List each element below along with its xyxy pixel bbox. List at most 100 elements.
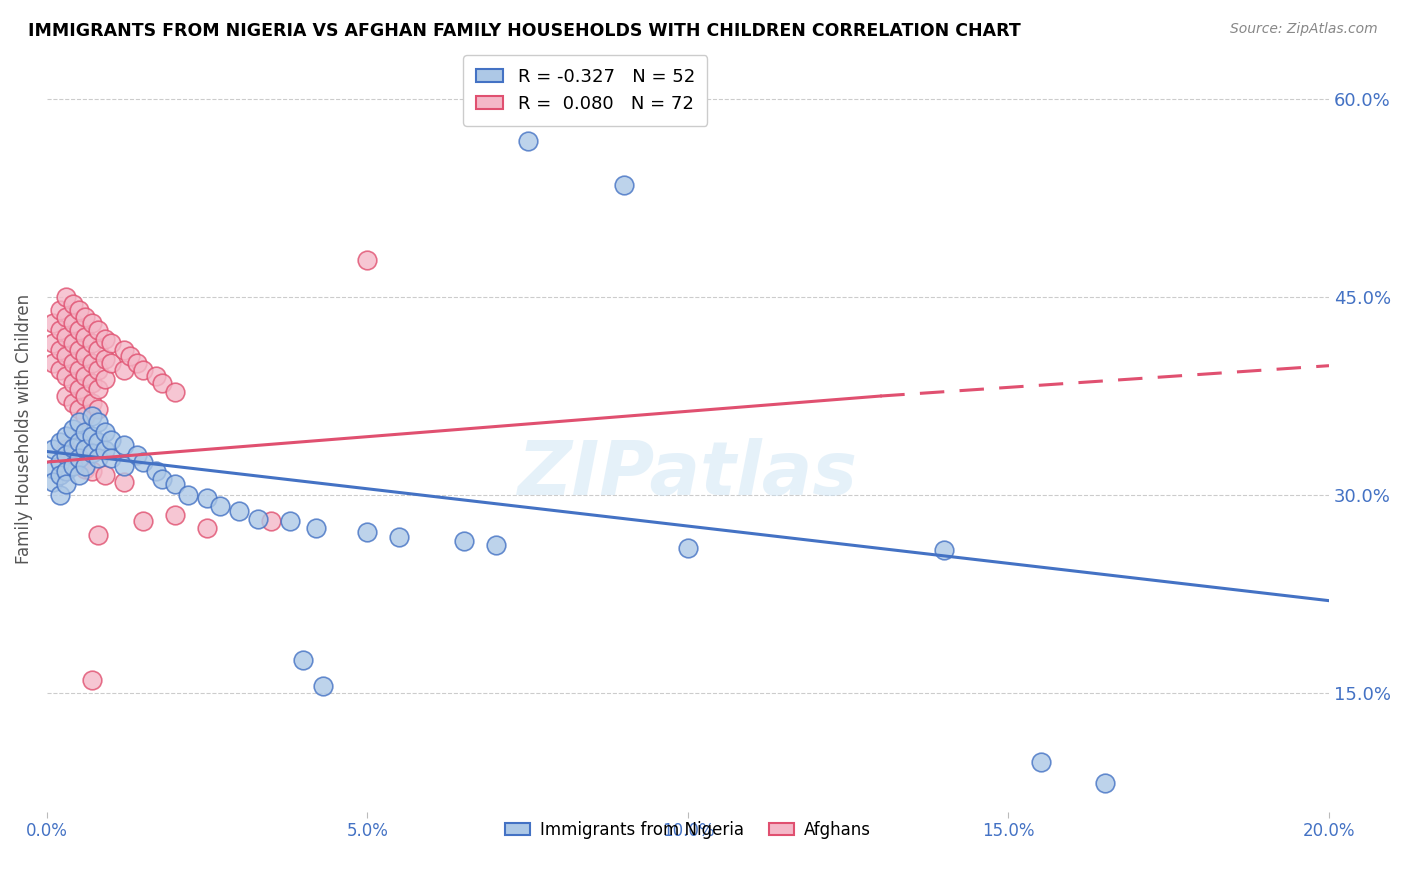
Point	[48, 455, 70, 469]
Point	[1029, 755, 1052, 769]
Point	[48, 435, 70, 450]
Point	[145, 464, 167, 478]
Point	[485, 538, 508, 552]
Point	[55, 310, 77, 324]
Point	[67, 323, 90, 337]
Point	[453, 534, 475, 549]
Point	[100, 451, 122, 466]
Point	[516, 134, 538, 148]
Point	[87, 416, 110, 430]
Point	[112, 438, 135, 452]
Point	[67, 362, 90, 376]
Point	[80, 395, 103, 409]
Point	[80, 317, 103, 331]
Point	[247, 512, 270, 526]
Point	[195, 491, 218, 505]
Y-axis label: Family Households with Children: Family Households with Children	[15, 294, 32, 564]
Point	[67, 343, 90, 357]
Point	[93, 352, 115, 367]
Point	[75, 350, 97, 364]
Point	[48, 468, 70, 483]
Point	[87, 435, 110, 450]
Point	[112, 475, 135, 489]
Point	[145, 369, 167, 384]
Point	[165, 508, 187, 522]
Point	[132, 455, 155, 469]
Point	[87, 527, 110, 541]
Point	[55, 369, 77, 384]
Point	[75, 389, 97, 403]
Point	[62, 336, 84, 351]
Point	[613, 178, 636, 192]
Point	[280, 515, 302, 529]
Point	[87, 343, 110, 357]
Point	[80, 428, 103, 442]
Point	[80, 446, 103, 460]
Point	[80, 464, 103, 478]
Point	[165, 477, 187, 491]
Point	[112, 458, 135, 473]
Point	[75, 458, 97, 473]
Point	[80, 673, 103, 687]
Point	[100, 356, 122, 370]
Point	[67, 435, 90, 450]
Point	[165, 385, 187, 400]
Point	[75, 310, 97, 324]
Point	[48, 303, 70, 318]
Point	[62, 422, 84, 436]
Point	[93, 468, 115, 483]
Point	[356, 524, 378, 539]
Legend: Immigrants from Nigeria, Afghans: Immigrants from Nigeria, Afghans	[498, 814, 877, 846]
Point	[676, 541, 699, 555]
Point	[934, 543, 956, 558]
Point	[55, 464, 77, 478]
Point	[311, 680, 333, 694]
Point	[87, 402, 110, 417]
Point	[42, 442, 65, 456]
Point	[87, 451, 110, 466]
Point	[67, 416, 90, 430]
Point	[132, 362, 155, 376]
Point	[75, 442, 97, 456]
Point	[62, 395, 84, 409]
Point	[228, 504, 250, 518]
Point	[42, 475, 65, 489]
Point	[67, 451, 90, 466]
Point	[112, 343, 135, 357]
Point	[100, 433, 122, 447]
Point	[55, 329, 77, 343]
Point	[48, 343, 70, 357]
Point	[305, 521, 328, 535]
Point	[80, 356, 103, 370]
Point	[55, 449, 77, 463]
Point	[62, 458, 84, 473]
Point	[75, 409, 97, 423]
Point	[55, 350, 77, 364]
Point	[42, 317, 65, 331]
Point	[150, 376, 173, 390]
Point	[80, 336, 103, 351]
Point	[67, 402, 90, 417]
Text: IMMIGRANTS FROM NIGERIA VS AFGHAN FAMILY HOUSEHOLDS WITH CHILDREN CORRELATION CH: IMMIGRANTS FROM NIGERIA VS AFGHAN FAMILY…	[28, 22, 1021, 40]
Point	[93, 372, 115, 386]
Point	[62, 441, 84, 455]
Point	[260, 515, 283, 529]
Point	[55, 428, 77, 442]
Point	[62, 317, 84, 331]
Point	[62, 376, 84, 390]
Point	[67, 455, 90, 469]
Point	[150, 472, 173, 486]
Text: Source: ZipAtlas.com: Source: ZipAtlas.com	[1230, 22, 1378, 37]
Point	[100, 336, 122, 351]
Text: ZIPatlas: ZIPatlas	[517, 439, 858, 511]
Point	[87, 362, 110, 376]
Point	[195, 521, 218, 535]
Point	[42, 356, 65, 370]
Point	[112, 362, 135, 376]
Point	[125, 449, 148, 463]
Point	[75, 425, 97, 439]
Point	[93, 425, 115, 439]
Point	[55, 290, 77, 304]
Point	[388, 530, 411, 544]
Point	[80, 409, 103, 423]
